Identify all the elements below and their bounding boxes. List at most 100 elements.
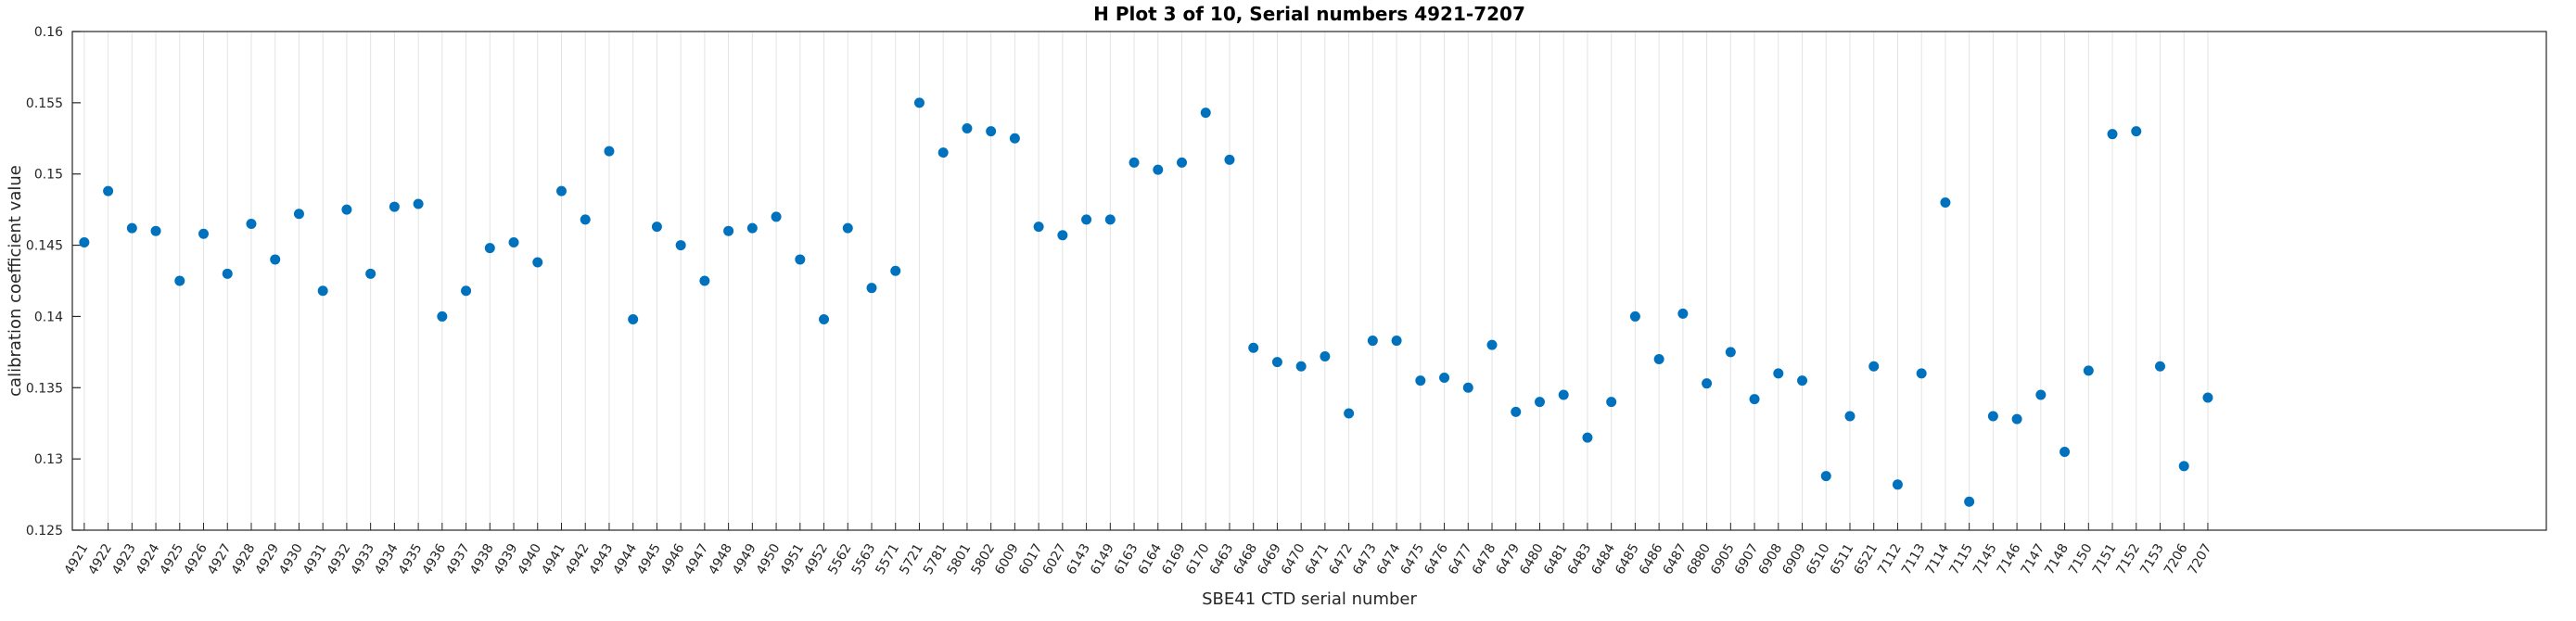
x-tick-label: 4936 bbox=[420, 541, 450, 577]
x-tick-label: 5801 bbox=[945, 541, 975, 577]
data-point bbox=[2011, 413, 2022, 425]
data-point bbox=[413, 198, 424, 209]
x-tick-label: 6170 bbox=[1183, 541, 1213, 577]
data-point bbox=[1367, 336, 1378, 347]
axes-layer bbox=[71, 31, 2547, 531]
axes-box bbox=[71, 31, 2547, 531]
x-tick-label: 4933 bbox=[348, 541, 377, 577]
data-point bbox=[2107, 129, 2118, 140]
data-point bbox=[651, 222, 662, 233]
y-tick-label: 0.155 bbox=[26, 96, 63, 111]
y-tick-label: 0.14 bbox=[34, 310, 63, 324]
x-tick-label: 6483 bbox=[1565, 541, 1595, 577]
x-tick-label: 4946 bbox=[658, 541, 688, 577]
x-tick-label: 4928 bbox=[229, 541, 259, 577]
x-tick-label: 6476 bbox=[1422, 541, 1451, 577]
x-tick-label: 6909 bbox=[1779, 541, 1809, 577]
data-point bbox=[1009, 133, 1020, 144]
data-point bbox=[723, 225, 734, 236]
data-point bbox=[1797, 375, 1808, 387]
x-tick-label: 5563 bbox=[849, 541, 879, 577]
data-point bbox=[1844, 411, 1855, 422]
x-tick-label: 6474 bbox=[1374, 541, 1404, 577]
x-tick-label: 5571 bbox=[874, 541, 903, 577]
data-point bbox=[580, 214, 591, 225]
x-tick-label: 7151 bbox=[2090, 541, 2120, 577]
data-point bbox=[746, 222, 758, 234]
data-point bbox=[508, 236, 519, 247]
data-point bbox=[103, 185, 114, 196]
data-point bbox=[1177, 157, 1188, 168]
x-tick-label: 4952 bbox=[801, 541, 831, 577]
x-tick-label: 6510 bbox=[1804, 541, 1833, 577]
data-point bbox=[1892, 479, 1903, 490]
y-tick-label: 0.15 bbox=[34, 168, 63, 183]
x-tick-label: 4947 bbox=[682, 541, 712, 577]
data-point bbox=[1677, 308, 1689, 319]
data-point bbox=[1439, 373, 1450, 384]
x-tick-label: 5562 bbox=[825, 541, 855, 577]
x-tick-label: 7150 bbox=[2066, 541, 2096, 577]
x-tick-label: 5721 bbox=[897, 541, 926, 577]
data-point bbox=[1081, 214, 1092, 225]
x-axis-label: SBE41 CTD serial number bbox=[1202, 589, 1417, 609]
x-tick-label: 6463 bbox=[1207, 541, 1237, 577]
data-point bbox=[484, 243, 495, 254]
data-point bbox=[986, 126, 997, 137]
x-tick-label: 6009 bbox=[992, 541, 1022, 577]
x-tick-label: 5802 bbox=[968, 541, 998, 577]
x-tick-label: 6473 bbox=[1350, 541, 1380, 577]
data-point bbox=[1415, 375, 1426, 387]
x-tick-label: 6907 bbox=[1732, 541, 1762, 577]
x-tick-label: 6169 bbox=[1159, 541, 1189, 577]
x-tick-label: 6905 bbox=[1708, 541, 1738, 577]
data-point bbox=[532, 257, 543, 268]
data-point bbox=[771, 211, 782, 222]
data-point bbox=[2154, 361, 2165, 372]
data-point bbox=[1104, 214, 1116, 225]
x-tick-label: 4940 bbox=[516, 541, 545, 577]
data-point bbox=[365, 268, 376, 279]
data-point bbox=[246, 219, 257, 230]
x-tick-label: 4943 bbox=[587, 541, 617, 577]
data-point bbox=[795, 254, 806, 265]
x-tick-label: 6027 bbox=[1040, 541, 1070, 577]
data-point bbox=[198, 228, 210, 239]
x-tick-label: 7153 bbox=[2137, 541, 2167, 577]
data-point bbox=[890, 265, 901, 276]
x-tick-label: 4937 bbox=[443, 541, 473, 577]
data-point bbox=[913, 97, 925, 108]
data-point bbox=[604, 146, 615, 157]
ticks-layer: 0.125 0.13 0.135 0.14 0.145 0.15 0.155 0.16 4921… bbox=[26, 25, 2215, 577]
x-tick-label: 7113 bbox=[1899, 541, 1929, 577]
y-tick-label: 0.16 bbox=[34, 25, 63, 40]
x-tick-label: 4945 bbox=[634, 541, 664, 577]
x-tick-label: 6163 bbox=[1112, 541, 1141, 577]
x-tick-label: 6468 bbox=[1231, 541, 1260, 577]
data-point bbox=[1558, 389, 1569, 400]
data-point bbox=[317, 285, 328, 297]
data-point bbox=[1702, 378, 1713, 389]
x-tick-label: 4930 bbox=[276, 541, 306, 577]
data-point bbox=[1916, 368, 1927, 379]
x-tick-label: 6480 bbox=[1517, 541, 1547, 577]
y-tick-label: 0.125 bbox=[26, 524, 63, 539]
data-point bbox=[1749, 394, 1760, 405]
data-point bbox=[1391, 336, 1402, 347]
x-tick-label: 4929 bbox=[253, 541, 283, 577]
data-point bbox=[699, 275, 710, 286]
data-point bbox=[1940, 196, 1951, 208]
x-tick-label: 7147 bbox=[2019, 541, 2048, 577]
data-point bbox=[126, 222, 137, 234]
x-tick-label: 6908 bbox=[1756, 541, 1786, 577]
data-point bbox=[866, 283, 877, 294]
x-tick-label: 6477 bbox=[1446, 541, 1475, 577]
data-point bbox=[222, 268, 233, 279]
x-tick-label: 7115 bbox=[1946, 541, 1976, 577]
data-point bbox=[1629, 310, 1640, 322]
data-point bbox=[1964, 496, 1975, 507]
data-point bbox=[1534, 397, 1545, 408]
x-tick-label: 4924 bbox=[134, 541, 163, 577]
x-tick-label: 7206 bbox=[2162, 541, 2191, 577]
